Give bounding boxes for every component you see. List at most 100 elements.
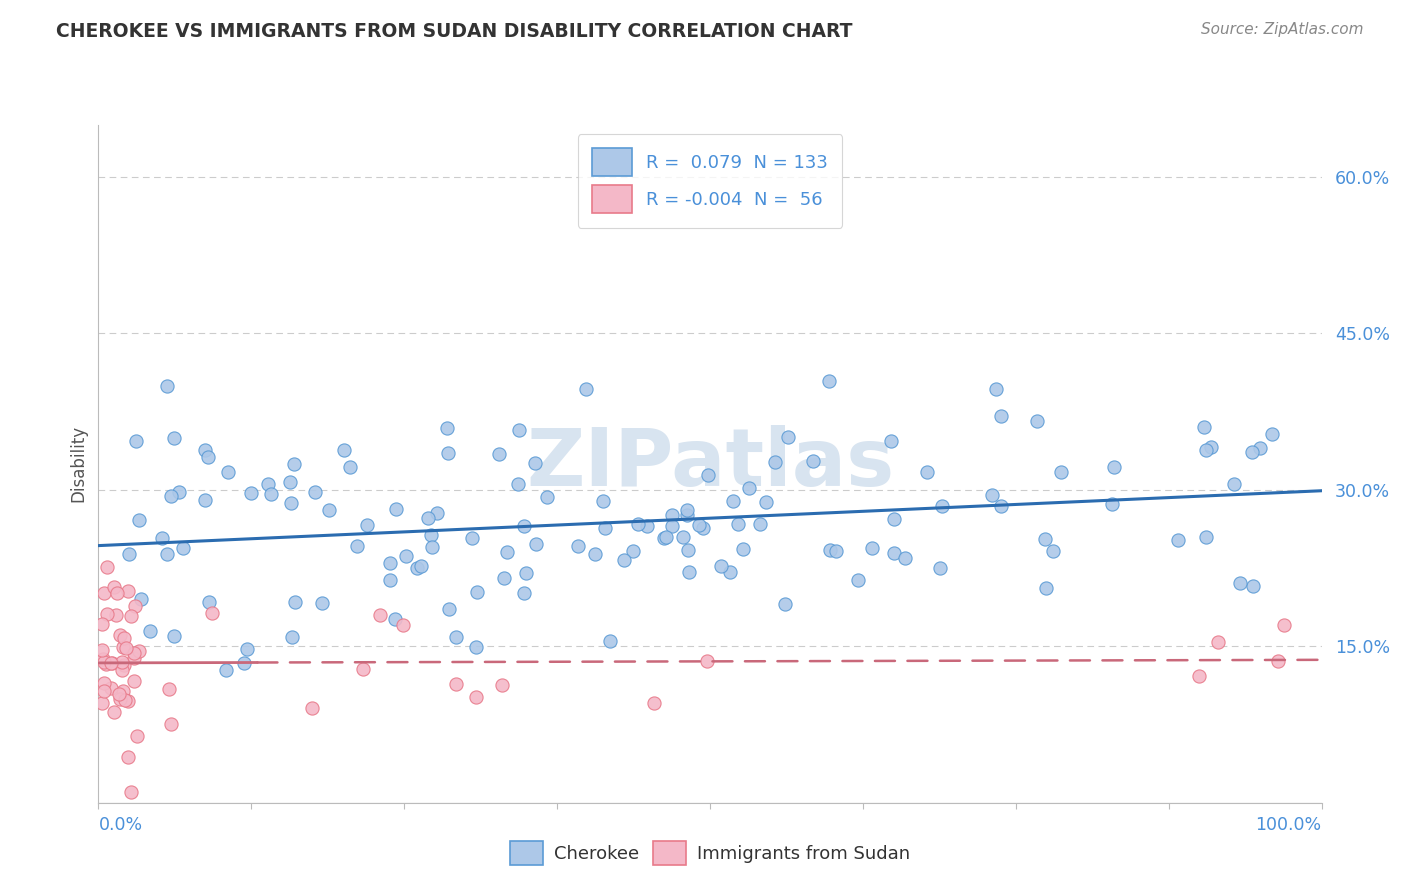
Point (304, 485, 326, 500)
Point (883, 512, 905, 526)
Point (125, 729, 148, 743)
Point (384, 501, 406, 516)
Point (984, 382, 1007, 396)
Point (1192, 420, 1215, 434)
Point (384, 612, 406, 626)
Point (710, 558, 733, 573)
Point (91, 643, 114, 657)
Point (1240, 445, 1263, 459)
Point (339, 460, 361, 475)
Point (465, 585, 488, 599)
Text: ZIPatlas: ZIPatlas (526, 425, 894, 503)
Point (108, 687, 131, 701)
Point (368, 607, 391, 622)
Point (824, 544, 846, 558)
Point (436, 421, 458, 435)
Point (217, 465, 239, 479)
Point (636, 518, 658, 533)
Point (163, 431, 186, 445)
Point (93, 655, 115, 669)
Point (894, 551, 917, 566)
Point (496, 544, 519, 558)
Point (112, 684, 135, 698)
Point (194, 492, 217, 507)
Point (464, 690, 486, 704)
Point (915, 465, 938, 479)
Point (420, 540, 443, 554)
Point (512, 586, 534, 600)
Point (256, 477, 278, 491)
Point (990, 499, 1012, 513)
Point (110, 692, 132, 706)
Point (883, 546, 905, 560)
Point (981, 488, 1004, 502)
Text: Source: ZipAtlas.com: Source: ZipAtlas.com (1201, 22, 1364, 37)
Point (592, 493, 614, 508)
Point (420, 527, 443, 541)
Point (575, 382, 598, 396)
Point (1223, 477, 1246, 491)
Legend: Cherokee, Immigrants from Sudan: Cherokee, Immigrants from Sudan (503, 834, 917, 871)
Point (1229, 576, 1251, 591)
Point (125, 434, 148, 449)
Point (395, 549, 418, 563)
Point (1042, 544, 1064, 558)
Point (755, 494, 778, 508)
Point (1102, 459, 1125, 474)
Point (118, 548, 141, 562)
Point (738, 481, 761, 495)
Point (491, 678, 513, 692)
Point (353, 661, 375, 675)
Point (818, 375, 841, 389)
Text: CHEROKEE VS IMMIGRANTS FROM SUDAN DISABILITY CORRELATION CHART: CHEROKEE VS IMMIGRANTS FROM SUDAN DISABI… (56, 22, 853, 41)
Point (378, 556, 401, 570)
Point (100, 656, 122, 670)
Point (801, 454, 824, 468)
Point (508, 477, 530, 491)
Text: 100.0%: 100.0% (1256, 816, 1322, 834)
Point (120, 609, 142, 624)
Point (931, 499, 953, 513)
Point (688, 518, 710, 533)
Y-axis label: Disability: Disability (69, 425, 87, 502)
Point (259, 487, 281, 501)
Point (280, 496, 302, 510)
Point (676, 508, 699, 523)
Point (773, 597, 796, 611)
Point (1033, 533, 1056, 547)
Point (524, 456, 547, 470)
Point (1201, 441, 1223, 455)
Point (697, 468, 720, 483)
Point (721, 494, 744, 508)
Point (91, 651, 114, 665)
Point (103, 705, 125, 719)
Point (929, 560, 952, 574)
Point (346, 539, 368, 553)
Point (508, 423, 530, 437)
Point (416, 510, 439, 524)
Point (235, 642, 257, 657)
Point (1243, 578, 1265, 592)
Point (437, 446, 460, 460)
Point (117, 750, 139, 764)
Point (1195, 442, 1218, 457)
Point (233, 656, 256, 670)
Point (444, 677, 467, 691)
Point (1249, 441, 1271, 455)
Point (93, 585, 115, 599)
Point (512, 518, 534, 533)
Point (655, 530, 678, 544)
Point (91, 696, 114, 710)
Point (613, 553, 636, 567)
Point (281, 630, 304, 644)
Point (96, 559, 118, 574)
Point (763, 455, 786, 469)
Point (105, 586, 128, 600)
Point (124, 599, 146, 613)
Point (1267, 654, 1289, 668)
Point (727, 516, 749, 531)
Point (105, 608, 128, 623)
Point (101, 656, 124, 670)
Point (94, 657, 117, 672)
Point (426, 507, 449, 521)
